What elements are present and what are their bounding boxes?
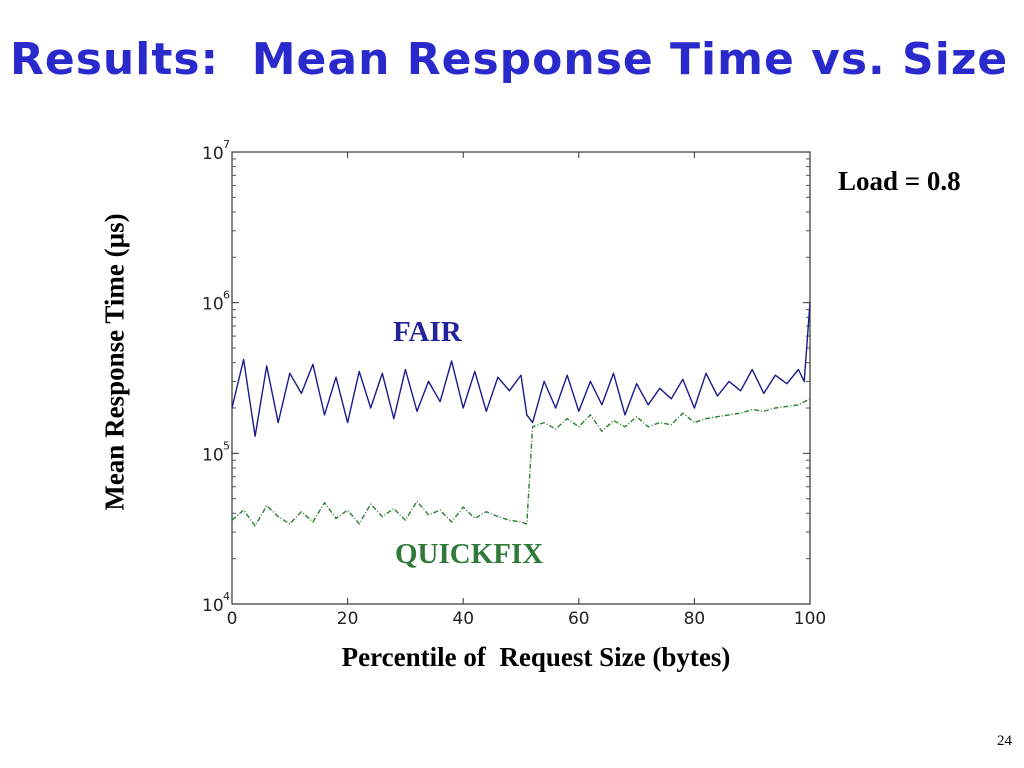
y-tick-base: 10 bbox=[202, 445, 224, 465]
plot-frame bbox=[231, 151, 811, 605]
y-tick-base: 10 bbox=[202, 596, 224, 616]
x-tick-label: 80 bbox=[684, 609, 706, 629]
x-axis-label: Percentile of Request Size (bytes) bbox=[341, 642, 731, 672]
load-annotation: Load = 0.8 bbox=[838, 166, 961, 196]
y-tick-base: 10 bbox=[202, 295, 224, 315]
y-tick-label: 10 6 bbox=[202, 289, 230, 315]
x-tick-label: 20 bbox=[337, 609, 359, 629]
y-tick-label: 10 4 bbox=[202, 590, 230, 616]
y-tick-exponent: 5 bbox=[223, 439, 230, 452]
series-label-fair: FAIR bbox=[393, 316, 462, 348]
page-number: 24 bbox=[997, 733, 1012, 749]
x-tick-label: 0 bbox=[227, 609, 238, 629]
y-tick-label: 10 5 bbox=[202, 439, 230, 465]
y-tick-base: 10 bbox=[202, 144, 224, 164]
slide-title: Results: Mean Response Time vs. Size bbox=[10, 34, 1009, 85]
x-tick-label: 100 bbox=[794, 609, 826, 629]
series-label-quickfix: QUICKFIX bbox=[395, 538, 544, 570]
x-tick-label: 40 bbox=[452, 609, 474, 629]
y-tick-label: 10 7 bbox=[202, 138, 230, 164]
series-line-fair bbox=[231, 302, 811, 437]
series-line-quickfix bbox=[231, 398, 811, 527]
y-tick-exponent: 6 bbox=[223, 289, 230, 302]
y-tick-exponent: 4 bbox=[223, 590, 230, 603]
x-tick-label: 60 bbox=[568, 609, 590, 629]
y-axis-label: Mean Response Time (µs) bbox=[99, 213, 130, 511]
y-tick-exponent: 7 bbox=[223, 138, 230, 151]
